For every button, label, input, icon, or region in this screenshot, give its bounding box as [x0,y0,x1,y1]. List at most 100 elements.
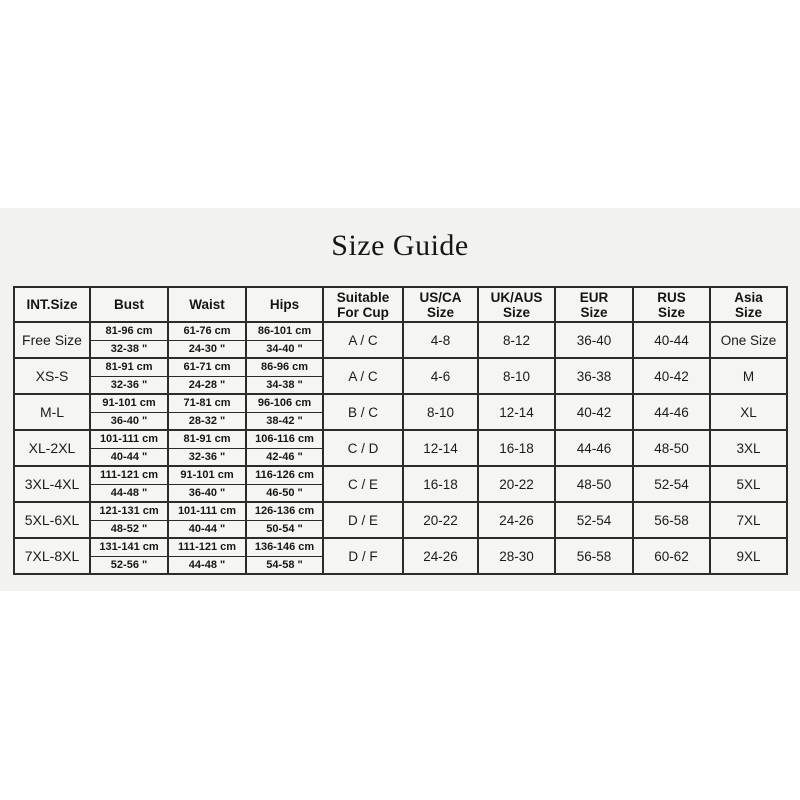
waist-cm-value: 61-76 cm [170,324,244,341]
cell-uk-aus: 12-14 [477,393,556,431]
cell-uk-aus: 8-12 [477,321,556,359]
bust-inch-value: 44-48 " [110,486,148,499]
hips-cm-value: 136-146 cm [248,540,321,557]
bust-cm-value: 81-91 cm [92,360,166,377]
cell-int-size: Free Size [13,321,91,359]
waist-inch-value: 44-48 " [188,558,226,571]
cell-eur: 40-42 [554,393,634,431]
header-asia: Asia Size [709,286,788,323]
bust-inch-value: 52-56 " [110,558,148,571]
cell-eur: 56-58 [554,537,634,575]
cell-bust: 131-141 cm 52-56 " [89,537,169,575]
cell-bust: 81-96 cm 32-38 " [89,321,169,359]
header-waist: Waist [167,286,247,323]
cell-us-ca: 20-22 [402,501,479,539]
table-body: Free Size 81-96 cm 32-38 " 61-76 cm 24-3… [13,321,788,575]
cell-waist: 61-71 cm 24-28 " [167,357,247,395]
cell-hips: 126-136 cm 50-54 " [245,501,324,539]
cell-us-ca: 16-18 [402,465,479,503]
cell-rus: 40-44 [632,321,711,359]
table-row: M-L 91-101 cm 36-40 " 71-81 cm 28-32 " 9… [13,393,788,431]
table-row: 3XL-4XL 111-121 cm 44-48 " 91-101 cm 36-… [13,465,788,503]
waist-inch-value: 40-44 " [188,522,226,535]
cell-waist: 71-81 cm 28-32 " [167,393,247,431]
bust-cm-value: 111-121 cm [92,468,166,485]
cell-bust: 81-91 cm 32-36 " [89,357,169,395]
cell-asia: 5XL [709,465,788,503]
cell-cup: B / C [322,393,404,431]
cell-int-size: XS-S [13,357,91,395]
hips-inch-value: 54-58 " [266,558,303,571]
cell-cup: C / E [322,465,404,503]
bust-cm-value: 91-101 cm [92,396,166,413]
header-int-size: INT.Size [13,286,91,323]
cell-hips: 86-96 cm 34-38 " [245,357,324,395]
hips-cm-value: 96-106 cm [248,396,321,413]
hips-cm-value: 126-136 cm [248,504,321,521]
cell-cup: C / D [322,429,404,467]
cell-bust: 101-111 cm 40-44 " [89,429,169,467]
bust-inch-value: 36-40 " [110,414,148,427]
cell-asia: 7XL [709,501,788,539]
header-cup: Suitable For Cup [322,286,404,323]
table-header-row: INT.Size Bust Waist Hips Suitable For Cu… [13,286,788,323]
cell-eur: 36-38 [554,357,634,395]
cell-rus: 56-58 [632,501,711,539]
cell-uk-aus: 24-26 [477,501,556,539]
hips-inch-value: 50-54 " [266,522,303,535]
table-row: XL-2XL 101-111 cm 40-44 " 81-91 cm 32-36… [13,429,788,467]
cell-eur: 44-46 [554,429,634,467]
cell-waist: 101-111 cm 40-44 " [167,501,247,539]
cell-us-ca: 12-14 [402,429,479,467]
header-eur: EUR Size [554,286,634,323]
cell-us-ca: 4-6 [402,357,479,395]
waist-cm-value: 91-101 cm [170,468,244,485]
cell-hips: 106-116 cm 42-46 " [245,429,324,467]
cell-bust: 91-101 cm 36-40 " [89,393,169,431]
waist-inch-value: 24-28 " [188,378,226,391]
cell-hips: 116-126 cm 46-50 " [245,465,324,503]
cell-bust: 121-131 cm 48-52 " [89,501,169,539]
cell-uk-aus: 16-18 [477,429,556,467]
hips-cm-value: 106-116 cm [248,432,321,449]
cell-uk-aus: 28-30 [477,537,556,575]
table-row: XS-S 81-91 cm 32-36 " 61-71 cm 24-28 " 8… [13,357,788,395]
cell-eur: 36-40 [554,321,634,359]
bust-inch-value: 32-38 " [110,342,148,355]
size-guide-panel: Size Guide INT.Size Bust Waist Hips Suit… [0,208,800,591]
header-rus: RUS Size [632,286,711,323]
bust-cm-value: 81-96 cm [92,324,166,341]
cell-hips: 86-101 cm 34-40 " [245,321,324,359]
cell-uk-aus: 20-22 [477,465,556,503]
hips-inch-value: 34-38 " [266,378,303,391]
waist-cm-value: 61-71 cm [170,360,244,377]
cell-hips: 136-146 cm 54-58 " [245,537,324,575]
waist-inch-value: 36-40 " [188,486,226,499]
waist-cm-value: 71-81 cm [170,396,244,413]
waist-inch-value: 24-30 " [188,342,226,355]
waist-cm-value: 81-91 cm [170,432,244,449]
header-bust: Bust [89,286,169,323]
cell-cup: D / F [322,537,404,575]
cell-rus: 52-54 [632,465,711,503]
cell-rus: 44-46 [632,393,711,431]
bust-cm-value: 101-111 cm [92,432,166,449]
hips-cm-value: 116-126 cm [248,468,321,485]
cell-int-size: 3XL-4XL [13,465,91,503]
hips-cm-value: 86-101 cm [248,324,321,341]
cell-us-ca: 4-8 [402,321,479,359]
cell-rus: 48-50 [632,429,711,467]
cell-asia: M [709,357,788,395]
cell-uk-aus: 8-10 [477,357,556,395]
cell-asia: XL [709,393,788,431]
hips-inch-value: 38-42 " [266,414,303,427]
table-row: Free Size 81-96 cm 32-38 " 61-76 cm 24-3… [13,321,788,359]
cell-us-ca: 8-10 [402,393,479,431]
size-guide-table: INT.Size Bust Waist Hips Suitable For Cu… [13,286,788,575]
cell-rus: 60-62 [632,537,711,575]
cell-eur: 52-54 [554,501,634,539]
cell-us-ca: 24-26 [402,537,479,575]
header-us-ca: US/CA Size [402,286,479,323]
cell-rus: 40-42 [632,357,711,395]
